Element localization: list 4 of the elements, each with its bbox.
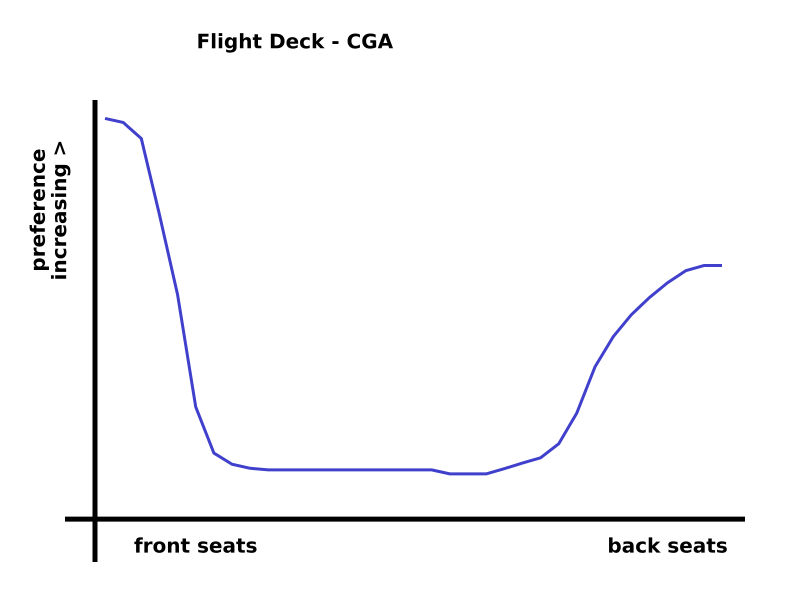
- x-tick-label: back seats: [609, 537, 727, 553]
- y-axis-title: preference increasing >: [30, 142, 70, 279]
- chart-title: Flight Deck - CGA: [198, 33, 394, 53]
- x-tick-label: front seats: [134, 537, 257, 553]
